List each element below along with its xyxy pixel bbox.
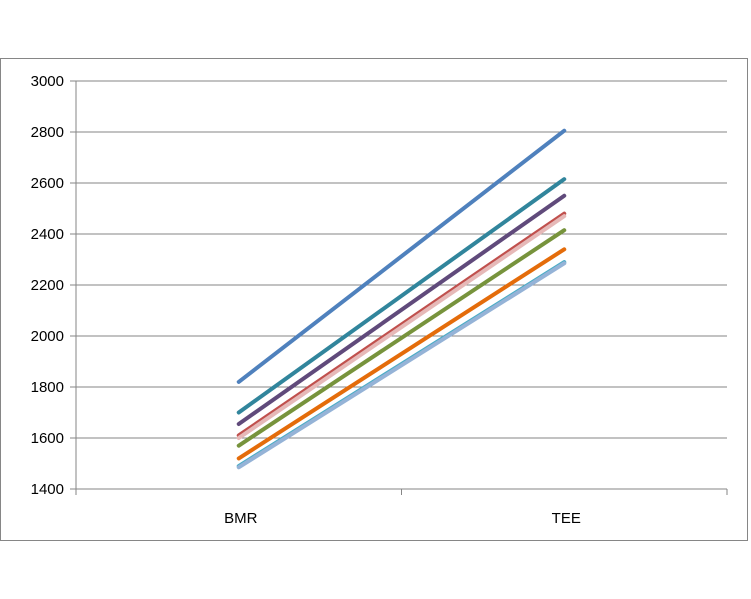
series-line-4 bbox=[236, 211, 567, 438]
y-tick-label: 2600 bbox=[31, 175, 64, 192]
series-line-5 bbox=[236, 214, 567, 440]
y-tick-label: 3000 bbox=[31, 73, 64, 90]
x-category-label: BMR bbox=[224, 510, 258, 527]
y-tick-label: 2000 bbox=[31, 328, 64, 345]
series-line-2 bbox=[236, 177, 567, 415]
series-line-9 bbox=[236, 261, 567, 470]
x-axis-category-labels: BMR TEE bbox=[224, 510, 581, 527]
y-tick-label: 1400 bbox=[31, 481, 64, 498]
y-axis-tick-labels: 1400 1600 1800 2000 2200 2400 2600 2800 3000 bbox=[31, 73, 64, 498]
x-category-label: TEE bbox=[552, 510, 581, 527]
series-line-1 bbox=[236, 128, 567, 384]
y-tick-label: 2800 bbox=[31, 124, 64, 141]
series-line-7 bbox=[236, 247, 567, 461]
y-tick-label: 1600 bbox=[31, 430, 64, 447]
chart-frame bbox=[0, 58, 748, 541]
y-tick-label: 2200 bbox=[31, 277, 64, 294]
series-line-3 bbox=[236, 193, 567, 426]
gridlines bbox=[76, 80, 727, 439]
y-tick-label: 1800 bbox=[31, 379, 64, 396]
series-lines bbox=[236, 128, 567, 470]
axes bbox=[70, 80, 728, 495]
y-tick-label: 2400 bbox=[31, 226, 64, 243]
series-line-6 bbox=[236, 228, 567, 448]
